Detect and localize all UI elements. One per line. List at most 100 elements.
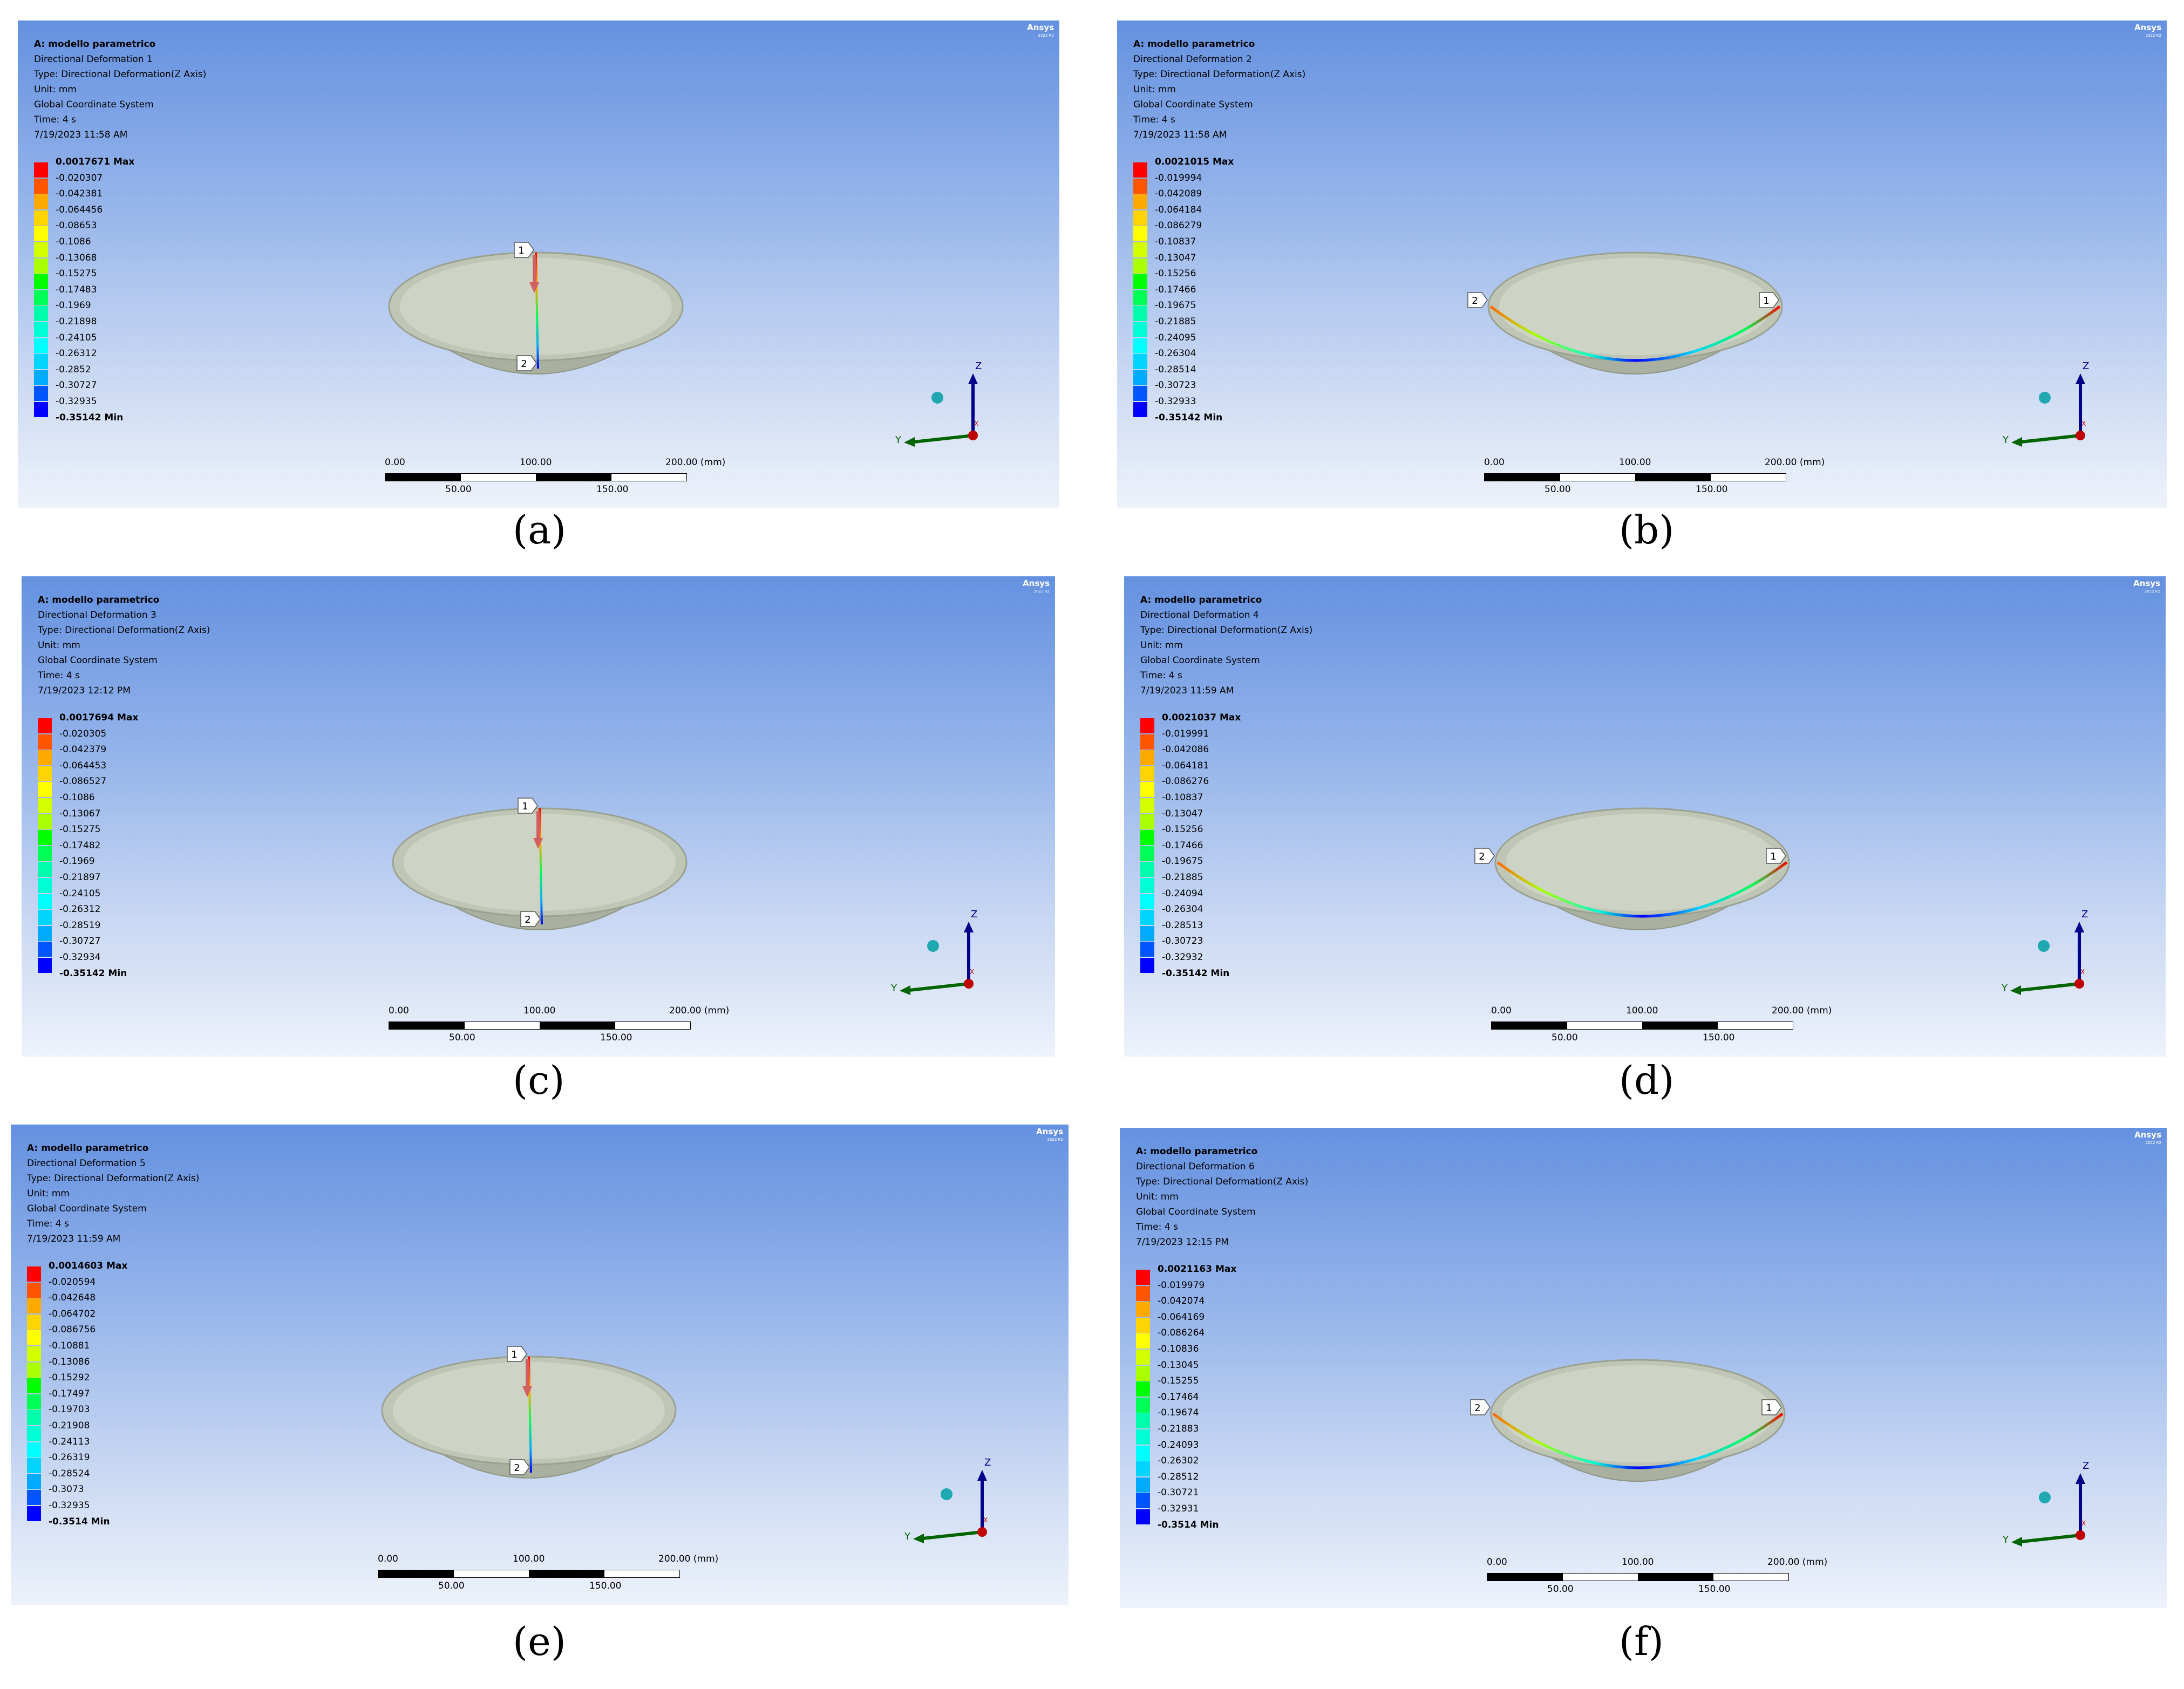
probe-tag[interactable]: 1 bbox=[1759, 292, 1779, 308]
legend-label: -0.24093 bbox=[1158, 1439, 1199, 1450]
probe-tag[interactable]: 1 bbox=[507, 1346, 527, 1362]
dish-inner bbox=[1502, 1365, 1774, 1462]
dish-model[interactable]: 12 bbox=[11, 1125, 1069, 1605]
scale-bar-segments bbox=[378, 1570, 680, 1578]
legend-swatch bbox=[1133, 290, 1147, 305]
brand-name: Ansys bbox=[1023, 578, 1050, 588]
axis-triad[interactable]: Z Y X bbox=[1989, 1457, 2107, 1559]
legend-swatch bbox=[1140, 877, 1154, 893]
axis-triad[interactable]: Z Y X bbox=[1988, 905, 2106, 1008]
legend-swatch bbox=[38, 750, 52, 766]
z-axis-label: Z bbox=[971, 909, 977, 920]
legend-swatch bbox=[1140, 766, 1154, 781]
probe-path[interactable] bbox=[528, 1356, 532, 1473]
scale-tick-label: 200.00 (mm) bbox=[1767, 1557, 1828, 1568]
info-line: Unit: mm bbox=[1140, 640, 1183, 651]
legend-label: -0.042379 bbox=[59, 744, 107, 755]
legend-label: -0.32933 bbox=[1155, 396, 1196, 407]
legend-label: -0.35142 Min bbox=[56, 412, 124, 423]
probe-tag[interactable]: 2 bbox=[1467, 292, 1488, 308]
legend-swatch bbox=[38, 942, 52, 957]
z-arrow-icon bbox=[2076, 373, 2085, 384]
legend-swatch bbox=[1133, 194, 1147, 210]
probe-path[interactable] bbox=[535, 252, 539, 369]
info-line: Directional Deformation 4 bbox=[1140, 610, 1259, 621]
legend-swatch bbox=[34, 338, 48, 353]
x-axis-dot bbox=[2074, 979, 2084, 989]
probe-tag[interactable]: 2 bbox=[516, 355, 537, 371]
legend-label: -0.32932 bbox=[1162, 951, 1203, 963]
axis-triad[interactable]: Z Y X bbox=[1989, 357, 2107, 460]
probe-tag[interactable]: 2 bbox=[520, 911, 541, 927]
panel-caption: (a) bbox=[513, 507, 567, 553]
y-axis-label: Y bbox=[904, 1531, 911, 1542]
axis-triad[interactable]: Z Y X bbox=[881, 357, 1000, 460]
legend-label: -0.1086 bbox=[56, 236, 91, 247]
legend-swatch bbox=[27, 1474, 41, 1489]
scale-tick-label: 100.00 bbox=[523, 1005, 556, 1016]
probe-path[interactable] bbox=[1489, 305, 1781, 362]
result-info: A: modello parametrico Directional Deform… bbox=[1136, 1144, 1308, 1250]
info-line: Type: Directional Deformation(Z Axis) bbox=[38, 625, 210, 636]
legend-label: -0.21885 bbox=[1162, 871, 1203, 883]
scale-bar-segments bbox=[1487, 1573, 1789, 1581]
legend-label: -0.020307 bbox=[56, 172, 103, 183]
legend-swatch bbox=[1133, 178, 1147, 194]
probe-tag[interactable]: 1 bbox=[1766, 848, 1786, 864]
probe-tag[interactable]: 2 bbox=[509, 1459, 530, 1475]
orbit-center-icon bbox=[941, 1488, 952, 1500]
probe-tag[interactable]: 1 bbox=[1761, 1399, 1782, 1415]
legend-swatch bbox=[34, 370, 48, 385]
legend-swatch bbox=[1136, 1365, 1150, 1381]
probe-tag-label: 1 bbox=[518, 245, 524, 256]
probe-tag-shape bbox=[514, 242, 534, 258]
probe-path[interactable] bbox=[1496, 861, 1788, 918]
legend-swatch bbox=[34, 162, 48, 178]
legend-swatch bbox=[1136, 1270, 1150, 1285]
viewport-panel[interactable]: Ansys 2022 R2 A: modello parametrico Direct… bbox=[1120, 1128, 2167, 1608]
legend-label: 0.0017671 Max bbox=[56, 156, 135, 167]
info-line: Global Coordinate System bbox=[34, 99, 154, 110]
dish-model[interactable]: 12 bbox=[1124, 576, 2166, 1057]
legend-swatch bbox=[27, 1426, 41, 1441]
probe-tag[interactable]: 1 bbox=[518, 798, 538, 814]
info-line: Unit: mm bbox=[38, 640, 80, 651]
scale-tick-label: 50.00 bbox=[1547, 1584, 1574, 1595]
info-line: Type: Directional Deformation(Z Axis) bbox=[34, 69, 207, 80]
info-line: Type: Directional Deformation(Z Axis) bbox=[1136, 1176, 1309, 1187]
probe-tag[interactable]: 1 bbox=[514, 242, 534, 258]
legend-swatch bbox=[38, 718, 52, 733]
y-axis-label: Y bbox=[2002, 1534, 2009, 1545]
legend-label: -0.30723 bbox=[1155, 380, 1196, 391]
legend-swatch bbox=[34, 401, 48, 417]
legend-label: -0.042381 bbox=[56, 188, 103, 200]
probe-tag-shape bbox=[1759, 292, 1779, 308]
viewport-panel[interactable]: Ansys 2022 R2 A: modello parametrico Direct… bbox=[1124, 576, 2166, 1057]
scale-segment bbox=[1487, 1574, 1563, 1581]
scale-tick-label: 100.00 bbox=[1619, 457, 1651, 468]
y-axis bbox=[909, 982, 969, 992]
scale-segment bbox=[1562, 1574, 1638, 1581]
probe-path[interactable] bbox=[539, 808, 543, 925]
brand-name: Ansys bbox=[1027, 23, 1054, 32]
dish-model[interactable]: 12 bbox=[22, 576, 1055, 1057]
viewport-panel[interactable]: Ansys 2022 R2 A: modello parametrico Direct… bbox=[18, 21, 1059, 508]
dish-model[interactable]: 12 bbox=[1117, 21, 2167, 508]
probe-tag-label: 2 bbox=[1472, 295, 1478, 307]
legend-label: -0.064702 bbox=[49, 1308, 96, 1319]
legend-swatch bbox=[1133, 226, 1147, 242]
viewport-panel[interactable]: Ansys 2022 R2 A: modello parametrico Direct… bbox=[11, 1125, 1069, 1605]
probe-tag[interactable]: 2 bbox=[1470, 1399, 1491, 1415]
axis-triad[interactable]: Z Y X bbox=[890, 1454, 1009, 1556]
dish-model[interactable]: 12 bbox=[18, 21, 1059, 508]
scale-tick-label: 100.00 bbox=[1626, 1005, 1658, 1016]
legend-label: -0.064184 bbox=[1155, 204, 1202, 215]
legend-swatch bbox=[34, 194, 48, 210]
legend-label: -0.35142 Min bbox=[59, 968, 127, 979]
dish-model[interactable]: 12 bbox=[1120, 1128, 2167, 1608]
viewport-panel[interactable]: Ansys 2022 R2 A: modello parametrico Direct… bbox=[22, 576, 1055, 1057]
axis-triad[interactable]: Z Y X bbox=[877, 905, 996, 1008]
viewport-panel[interactable]: Ansys 2022 R2 A: modello parametrico Direct… bbox=[1117, 21, 2167, 508]
probe-tag[interactable]: 2 bbox=[1474, 848, 1495, 864]
probe-path[interactable] bbox=[1492, 1412, 1784, 1469]
